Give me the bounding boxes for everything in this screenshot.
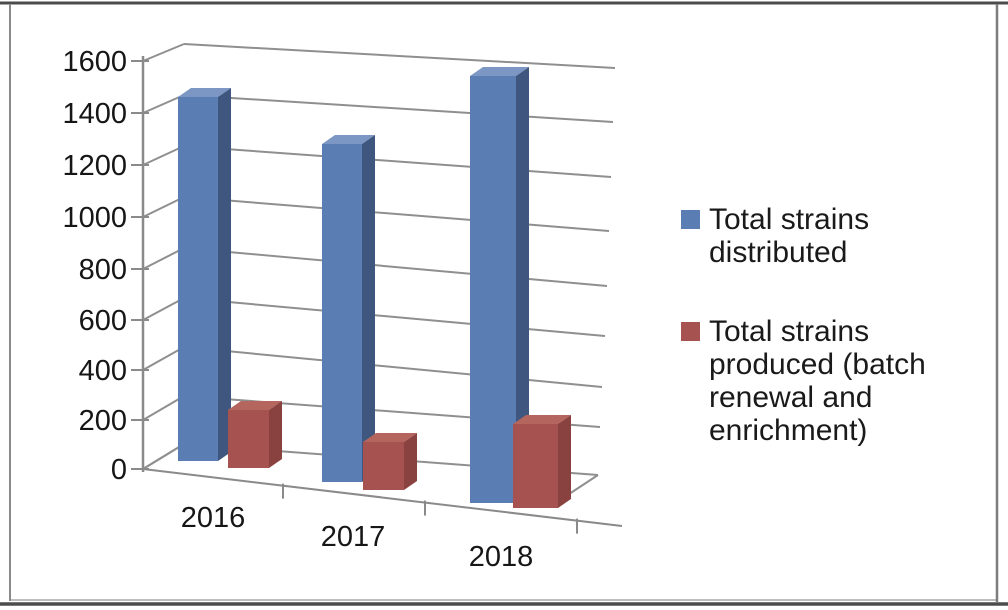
- category-label-2017: 2017: [321, 521, 386, 553]
- ytick-label-400: 400: [79, 355, 127, 387]
- bar-2017-series0: [322, 135, 375, 482]
- bar-2016-series1: [228, 401, 282, 468]
- category-axis: [142, 468, 623, 534]
- bar-2017-series1: [363, 433, 417, 490]
- ytick-label-1000: 1000: [62, 202, 127, 234]
- bar-2018-series0: [470, 67, 529, 503]
- legend-label-total-strains-distributed: Total strains distributed: [709, 203, 870, 269]
- legend-item-total-strains-produced: Total strains produced (batch renewal an…: [681, 315, 987, 447]
- category-label-2018: 2018: [469, 541, 534, 573]
- legend-label-total-strains-produced: Total strains produced (batch renewal an…: [709, 315, 926, 447]
- category-label-2016: 2016: [181, 502, 246, 534]
- legend-item-total-strains-distributed: Total strains distributed: [681, 203, 979, 269]
- ytick-label-600: 600: [79, 305, 127, 337]
- ytick-label-200: 200: [79, 405, 127, 437]
- ytick-label-1200: 1200: [62, 150, 127, 182]
- ytick-label-800: 800: [79, 254, 127, 286]
- bar-2016-series0: [178, 88, 231, 461]
- bars: [178, 67, 571, 508]
- category-axis-labels: 2016 2017 2018: [181, 502, 534, 573]
- gridlines: [131, 43, 616, 476]
- value-axis-tick-labels: 0 200 400 600 800 1000 1200 1400 1600: [62, 46, 127, 486]
- ytick-label-1600: 1600: [62, 46, 127, 78]
- ytick-label-0: 0: [111, 454, 127, 486]
- legend-swatch-red: [681, 322, 700, 341]
- ytick-label-1400: 1400: [62, 98, 127, 130]
- bar-2018-series1: [513, 415, 571, 508]
- legend-swatch-blue: [681, 210, 700, 229]
